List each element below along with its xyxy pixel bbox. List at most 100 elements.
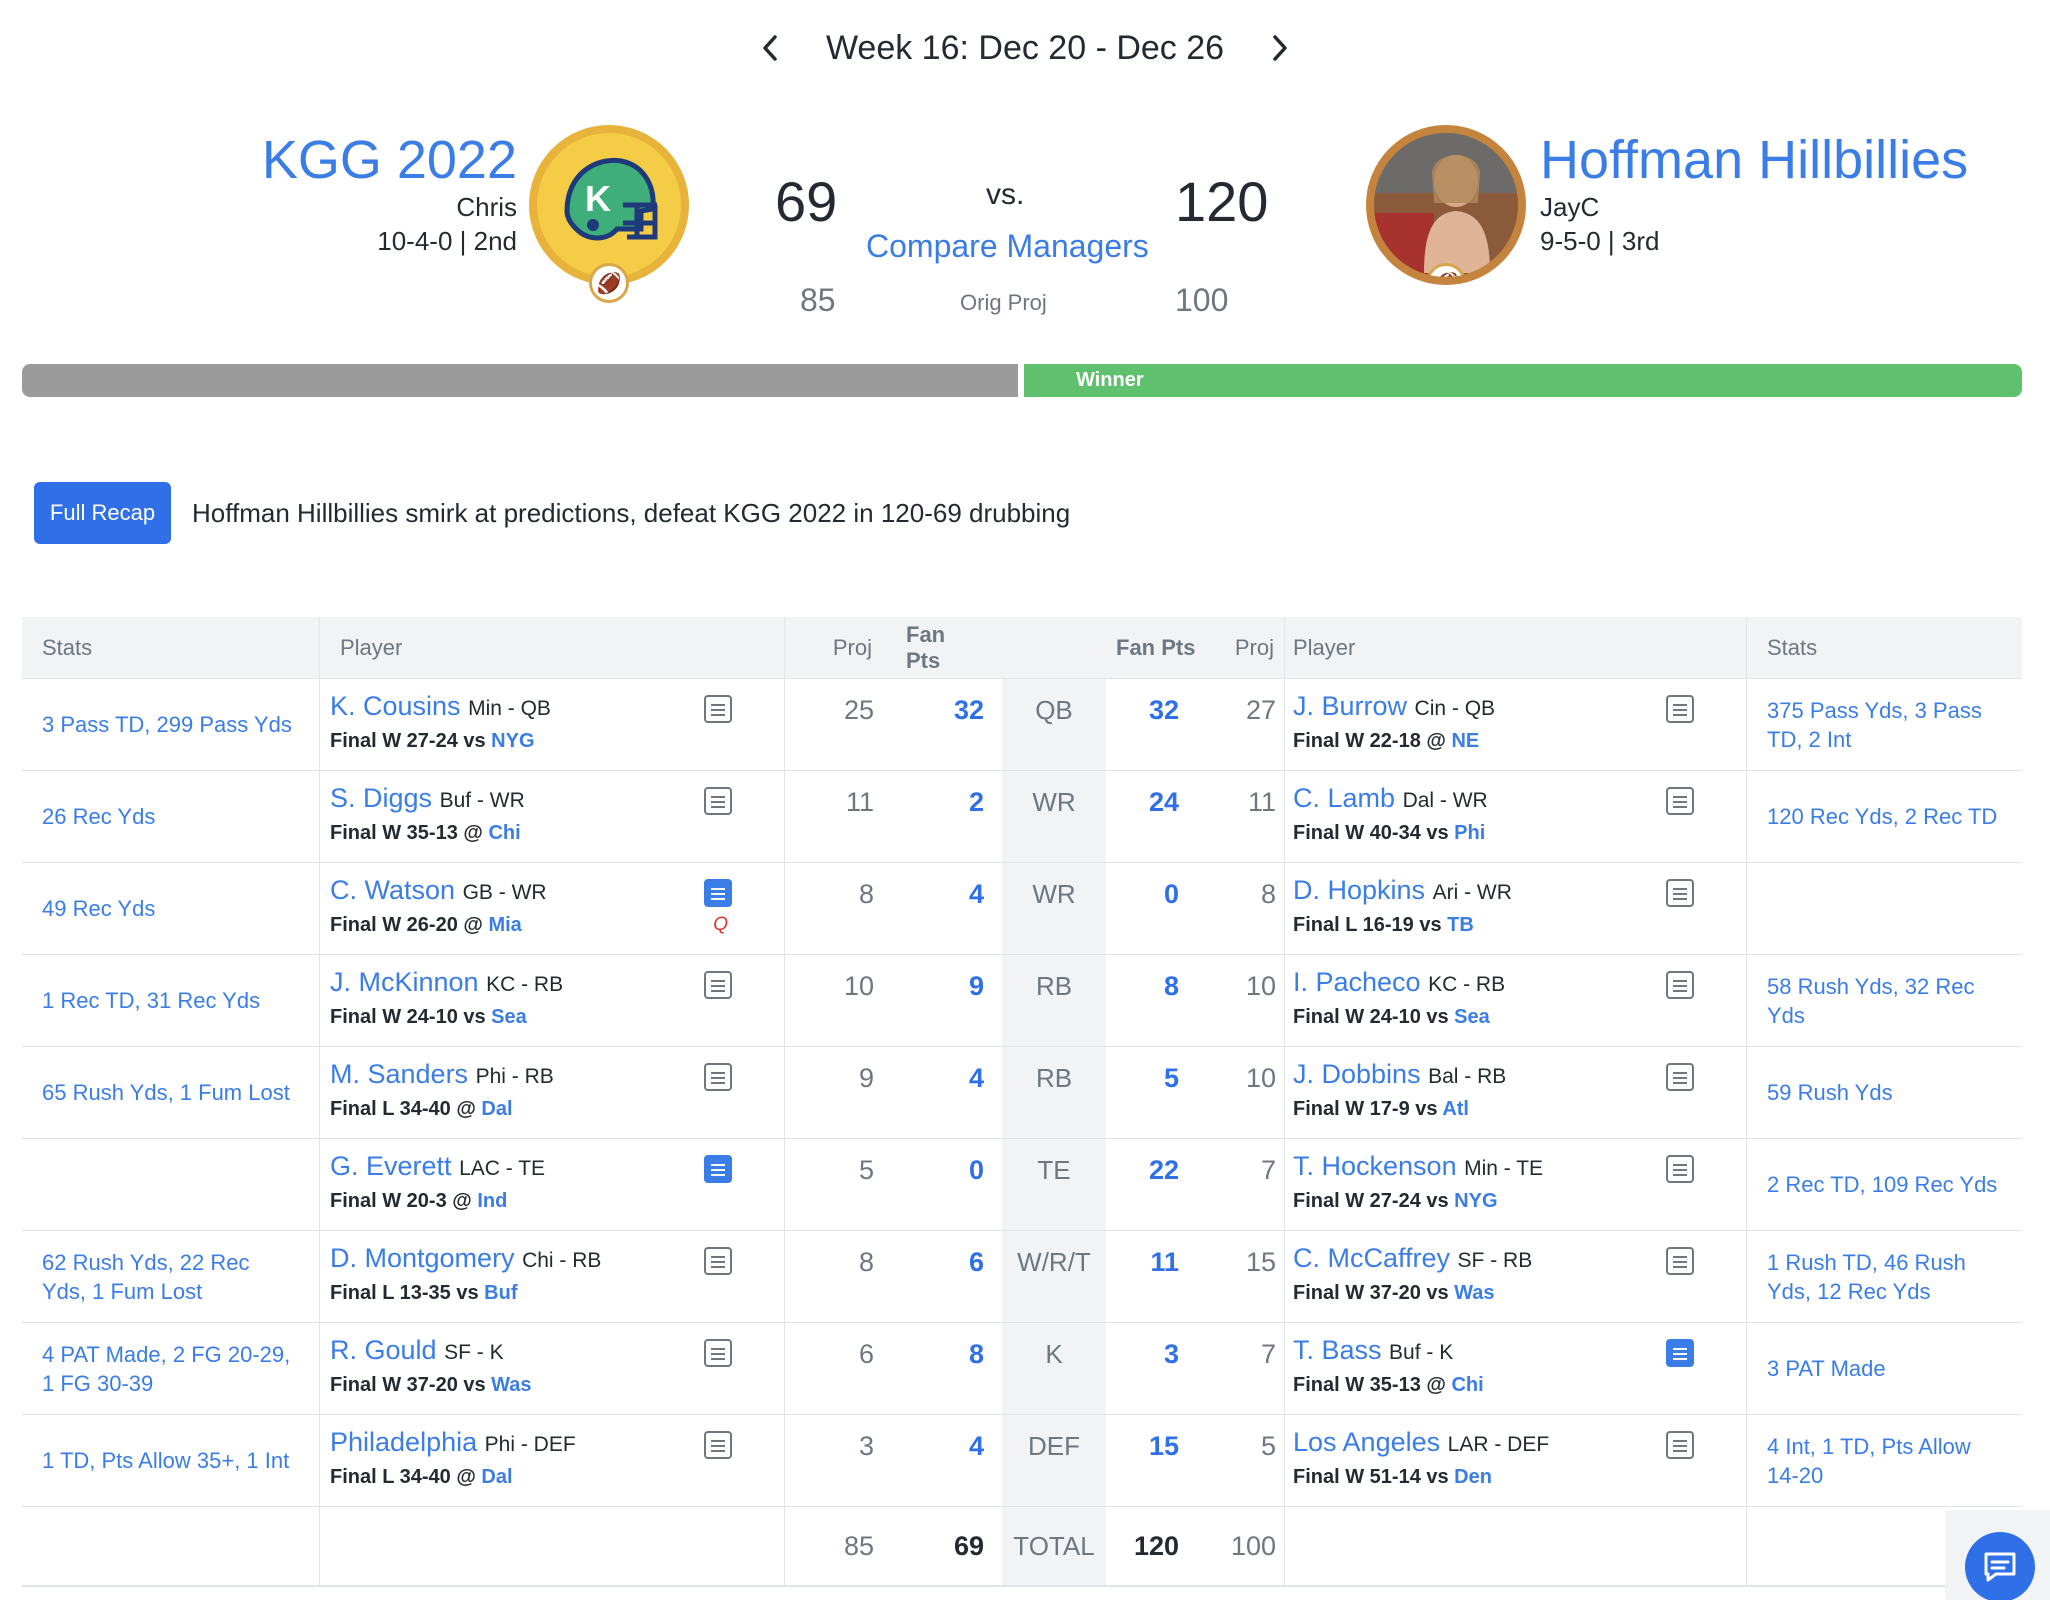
right-player-fanpts[interactable]: 5 (1163, 1063, 1179, 1093)
right-player-stats[interactable]: 1 Rush TD, 46 Rush Yds, 12 Rec Yds (1767, 1249, 1966, 1304)
left-player-stats[interactable]: 62 Rush Yds, 22 Rec Yds, 1 Fum Lost (22, 1231, 320, 1322)
left-player-stats[interactable]: 1 TD, Pts Allow 35+, 1 Int (22, 1415, 320, 1506)
left-player-fanpts[interactable]: 4 (968, 879, 984, 909)
player-notes-icon[interactable] (704, 787, 732, 815)
left-player-fanpts[interactable]: 4 (968, 1431, 984, 1461)
left-opponent-link[interactable]: Sea (491, 1006, 527, 1028)
chat-bubble-icon[interactable] (1965, 1532, 2035, 1600)
right-player-stats[interactable]: 59 Rush Yds (1767, 1080, 1893, 1105)
right-team-avatar[interactable]: 🏈 (1366, 125, 1526, 285)
left-team-name[interactable]: KGG 2022 (261, 130, 517, 190)
right-team-name[interactable]: Hoffman Hillbillies (1540, 130, 1969, 190)
player-notes-icon[interactable] (704, 971, 732, 999)
player-notes-icon[interactable] (1666, 787, 1694, 815)
right-player-fanpts[interactable]: 0 (1163, 879, 1179, 909)
left-opponent-link[interactable]: Ind (477, 1190, 508, 1212)
right-opponent-link[interactable]: Sea (1454, 1006, 1490, 1028)
left-opponent-link[interactable]: Buf (484, 1282, 518, 1304)
right-opponent-link[interactable]: NE (1451, 730, 1480, 752)
player-notes-icon[interactable] (704, 1339, 732, 1367)
right-opponent-link[interactable]: Chi (1451, 1374, 1484, 1396)
left-player-fanpts[interactable]: 4 (968, 1063, 984, 1093)
left-player-stats[interactable]: 49 Rec Yds (22, 863, 320, 954)
left-player-name[interactable]: M. Sanders (330, 1059, 469, 1089)
player-notes-icon[interactable] (704, 695, 732, 723)
right-player-stats[interactable]: 58 Rush Yds, 32 Rec Yds (1767, 973, 1975, 1028)
player-notes-icon[interactable] (1666, 695, 1694, 723)
right-player-name[interactable]: J. Burrow (1293, 691, 1408, 721)
compare-managers-link[interactable]: Compare Managers (866, 228, 1149, 264)
right-opponent-link[interactable]: Atl (1442, 1098, 1469, 1120)
full-recap-button[interactable]: Full Recap (34, 482, 171, 544)
left-player-stats[interactable]: 3 Pass TD, 299 Pass Yds (22, 679, 320, 770)
left-player-stats[interactable]: 65 Rush Yds, 1 Fum Lost (22, 1047, 320, 1138)
right-player-name[interactable]: C. Lamb (1293, 783, 1396, 813)
right-player-fanpts[interactable]: 3 (1163, 1339, 1179, 1369)
left-opponent-link[interactable]: Was (491, 1374, 532, 1396)
left-player-name[interactable]: K. Cousins (330, 691, 461, 721)
left-player-name[interactable]: R. Gould (330, 1335, 437, 1365)
left-player-name[interactable]: J. McKinnon (330, 967, 479, 997)
right-opponent-link[interactable]: Den (1454, 1466, 1492, 1488)
player-notes-icon[interactable] (1666, 1063, 1694, 1091)
player-notes-icon[interactable] (1666, 1155, 1694, 1183)
left-player-stats[interactable]: 4 PAT Made, 2 FG 20-29, 1 FG 30-39 (22, 1323, 320, 1414)
right-player-stats[interactable]: 375 Pass Yds, 3 Pass TD, 2 Int (1767, 697, 1982, 752)
player-notes-icon[interactable] (704, 879, 732, 907)
right-player-stats[interactable]: 120 Rec Yds, 2 Rec TD (1767, 804, 1998, 829)
right-player-fanpts[interactable]: 24 (1148, 787, 1179, 817)
prev-week-chevron-left-icon[interactable] (750, 28, 790, 68)
right-player-fanpts[interactable]: 22 (1148, 1155, 1179, 1185)
right-player-fanpts[interactable]: 8 (1163, 971, 1179, 1001)
right-player-fanpts[interactable]: 11 (1150, 1247, 1179, 1277)
player-notes-icon[interactable] (704, 1063, 732, 1091)
right-player-stats[interactable]: 4 Int, 1 TD, Pts Allow 14-20 (1767, 1433, 1971, 1488)
left-player-name[interactable]: S. Diggs (330, 783, 433, 813)
left-player-name[interactable]: G. Everett (330, 1151, 452, 1181)
left-player-stats[interactable] (22, 1139, 320, 1230)
right-player-stats[interactable]: 2 Rec TD, 109 Rec Yds (1767, 1172, 1998, 1197)
left-player-name[interactable]: Philadelphia (330, 1427, 478, 1457)
left-opponent-link[interactable]: Chi (488, 822, 521, 844)
right-player-proj: 7 (1221, 1323, 1285, 1414)
right-player-name[interactable]: I. Pacheco (1293, 967, 1421, 997)
left-player-fanpts[interactable]: 2 (968, 787, 984, 817)
left-player-fanpts[interactable]: 32 (953, 695, 984, 725)
left-player-name[interactable]: D. Montgomery (330, 1243, 515, 1273)
right-player-name[interactable]: D. Hopkins (1293, 875, 1426, 905)
left-opponent-link[interactable]: Mia (488, 914, 522, 936)
left-player-name[interactable]: C. Watson (330, 875, 456, 905)
right-player-name[interactable]: T. Hockenson (1293, 1151, 1457, 1181)
left-player-stats[interactable]: 26 Rec Yds (22, 771, 320, 862)
player-notes-icon[interactable] (704, 1247, 732, 1275)
right-player-stats[interactable] (1747, 863, 2022, 954)
player-notes-icon[interactable] (1666, 879, 1694, 907)
right-player-stats[interactable]: 3 PAT Made (1767, 1356, 1886, 1381)
right-player-name[interactable]: Los Angeles (1293, 1427, 1441, 1457)
player-notes-icon[interactable] (704, 1155, 732, 1183)
player-notes-icon[interactable] (1666, 1431, 1694, 1459)
right-opponent-link[interactable]: NYG (1454, 1190, 1498, 1212)
left-opponent-link[interactable]: Dal (481, 1466, 513, 1488)
left-player-fanpts[interactable]: 6 (968, 1247, 984, 1277)
left-player-fanpts[interactable]: 0 (968, 1155, 984, 1185)
right-player-name[interactable]: J. Dobbins (1293, 1059, 1421, 1089)
left-player-stats[interactable]: 1 Rec TD, 31 Rec Yds (22, 955, 320, 1046)
right-player-name[interactable]: T. Bass (1293, 1335, 1382, 1365)
next-week-chevron-right-icon[interactable] (1260, 28, 1300, 68)
player-notes-icon[interactable] (1666, 1247, 1694, 1275)
left-team-logo-helmet-icon[interactable]: K 🏈 (529, 125, 689, 303)
right-player-fanpts[interactable]: 15 (1148, 1431, 1179, 1461)
left-opponent-link[interactable]: Dal (481, 1098, 513, 1120)
left-player-fanpts[interactable]: 9 (968, 971, 984, 1001)
player-notes-icon[interactable] (1666, 971, 1694, 999)
right-player-name[interactable]: C. McCaffrey (1293, 1243, 1451, 1273)
player-notes-icon[interactable] (704, 1431, 732, 1459)
right-opponent-link[interactable]: Was (1454, 1282, 1495, 1304)
right-opponent-link[interactable]: TB (1447, 914, 1474, 936)
right-player-fanpts[interactable]: 32 (1148, 695, 1179, 725)
left-opponent-link[interactable]: NYG (491, 730, 535, 752)
left-player-fanpts[interactable]: 8 (968, 1339, 984, 1369)
right-opponent-link[interactable]: Phi (1454, 822, 1486, 844)
player-notes-icon[interactable] (1666, 1339, 1694, 1367)
